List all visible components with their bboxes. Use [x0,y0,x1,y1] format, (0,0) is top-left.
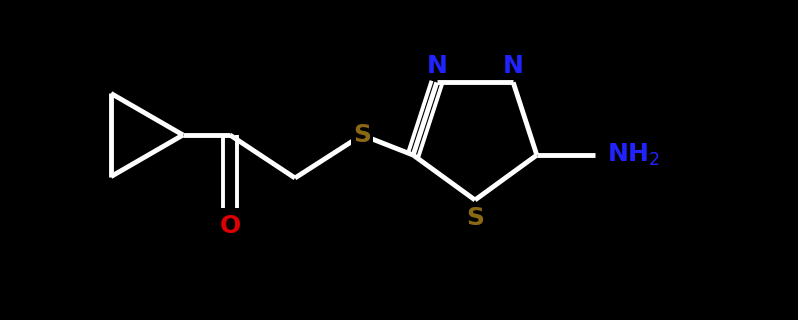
Text: NH$_2$: NH$_2$ [606,142,660,168]
Text: N: N [426,54,447,78]
Text: S: S [353,123,371,147]
Text: S: S [466,206,484,230]
Text: O: O [219,214,241,238]
Text: N: N [503,54,523,78]
